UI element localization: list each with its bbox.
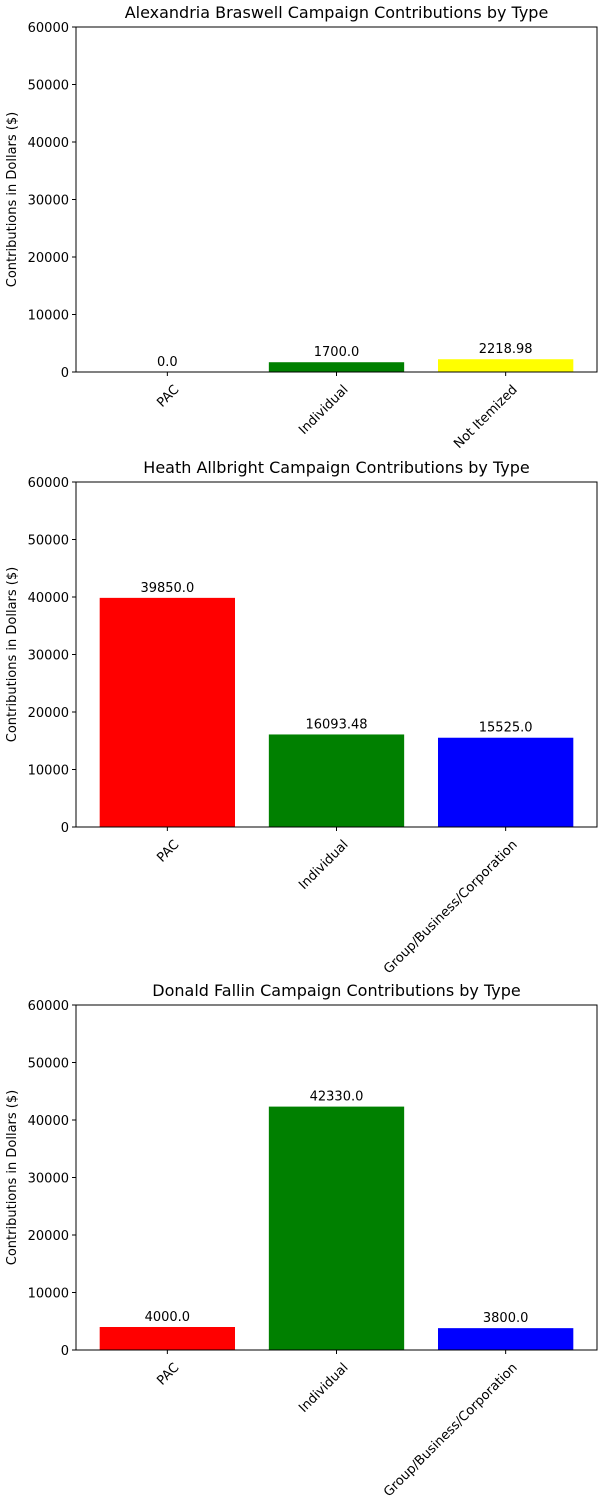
x-tick-label: Group/Business/Corporation (381, 1360, 521, 1500)
x-tick-label: Group/Business/Corporation (381, 837, 521, 977)
x-tick-label: PAC (154, 837, 182, 865)
y-tick-label: 50000 (28, 1057, 69, 1072)
data-label: 15525.0 (479, 721, 533, 736)
chart-panel-1: Heath Allbright Campaign Contributions b… (5, 458, 598, 977)
y-tick-label: 50000 (28, 79, 69, 94)
bar-group-business-corporation (437, 1328, 574, 1350)
y-tick-label: 0 (61, 366, 69, 381)
bar-individual (268, 362, 405, 372)
data-label: 0.0 (157, 355, 178, 370)
y-tick-label: 20000 (28, 251, 69, 266)
y-axis-label: Contributions in Dollars ($) (5, 1090, 20, 1265)
chart-panel-0: Alexandria Braswell Campaign Contributio… (5, 3, 598, 452)
y-tick-label: 10000 (28, 764, 69, 779)
y-tick-label: 10000 (28, 309, 69, 324)
y-axis-label: Contributions in Dollars ($) (5, 112, 20, 287)
y-tick-label: 30000 (28, 649, 69, 664)
y-tick-label: 0 (61, 1344, 69, 1359)
bar-pac (99, 1327, 236, 1350)
chart-panel-2: Donald Fallin Campaign Contributions by … (5, 981, 598, 1500)
data-label: 4000.0 (145, 1310, 191, 1325)
y-tick-label: 40000 (28, 591, 69, 606)
y-tick-label: 60000 (28, 21, 69, 36)
y-tick-label: 10000 (28, 1287, 69, 1302)
y-tick-label: 50000 (28, 534, 69, 549)
bar-not-itemized (437, 359, 574, 372)
x-tick-label: Individual (296, 837, 351, 892)
x-tick-label: PAC (154, 1360, 182, 1388)
data-label: 3800.0 (483, 1311, 529, 1326)
y-tick-label: 20000 (28, 706, 69, 721)
y-tick-label: 0 (61, 821, 69, 836)
y-tick-label: 40000 (28, 1114, 69, 1129)
chart-title: Donald Fallin Campaign Contributions by … (152, 981, 520, 1000)
data-label: 2218.98 (479, 342, 533, 357)
chart-title: Alexandria Braswell Campaign Contributio… (125, 3, 549, 22)
y-tick-label: 60000 (28, 476, 69, 491)
x-tick-label: PAC (154, 382, 182, 410)
chart-title: Heath Allbright Campaign Contributions b… (143, 458, 529, 477)
y-tick-label: 60000 (28, 999, 69, 1014)
plot-frame (75, 26, 598, 373)
data-label: 16093.48 (305, 717, 367, 732)
data-label: 1700.0 (314, 345, 360, 360)
y-tick-label: 30000 (28, 1172, 69, 1187)
x-tick-label: Individual (296, 1360, 351, 1415)
y-tick-label: 30000 (28, 194, 69, 209)
bar-pac (99, 597, 236, 827)
x-tick-label: Not Itemized (451, 382, 520, 451)
y-axis-label: Contributions in Dollars ($) (5, 567, 20, 742)
y-tick-label: 20000 (28, 1229, 69, 1244)
y-tick-label: 40000 (28, 136, 69, 151)
bar-group-business-corporation (437, 737, 574, 827)
data-label: 42330.0 (310, 1090, 364, 1105)
bar-individual (268, 1106, 405, 1350)
bar-individual (268, 734, 405, 827)
x-tick-label: Individual (296, 382, 351, 437)
data-label: 39850.0 (140, 581, 194, 596)
